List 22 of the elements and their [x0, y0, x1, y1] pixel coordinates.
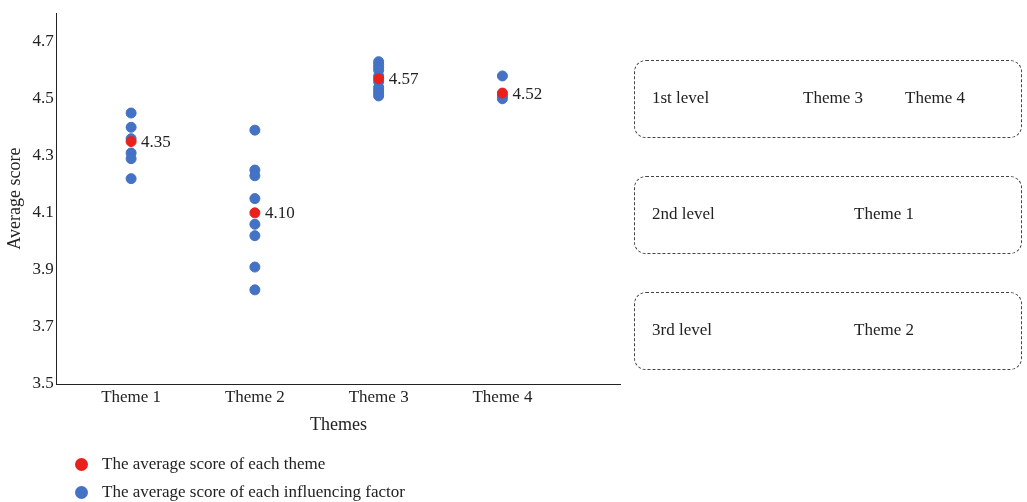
data-label: 4.35: [141, 132, 171, 152]
legend-label: The average score of each theme: [102, 454, 326, 474]
y-tick-label: 4.7: [32, 31, 55, 51]
x-axis-title: Themes: [309, 413, 367, 434]
y-tick-label: 4.5: [32, 88, 54, 108]
data-label: 4.10: [264, 203, 295, 223]
data-label: 4.52: [512, 83, 543, 103]
x-tick-label: Theme 1: [101, 386, 162, 406]
x-tick-label: Theme 2: [224, 386, 285, 406]
x-tick-label: Theme 3: [348, 386, 409, 406]
y-tick-label: 3.7: [32, 316, 55, 336]
data-label: 4.57: [388, 69, 419, 89]
y-axis-title: Average score: [3, 147, 24, 250]
dashed-frame: 2nd level Theme 1: [634, 176, 1022, 254]
y-tick-label: 3.9: [32, 259, 54, 279]
y-tick-label: 3.5: [32, 373, 54, 393]
dashed-frame: 1st level Theme 3 Theme 4: [634, 60, 1022, 138]
y-tick-label: 4.3: [32, 145, 54, 165]
dashed-frame: 3rd level Theme 2: [634, 292, 1022, 370]
x-tick-label: Theme 4: [472, 386, 533, 406]
y-tick-label: 4.1: [32, 202, 54, 222]
legend-label: The average score of each influencing factor: [102, 482, 405, 502]
